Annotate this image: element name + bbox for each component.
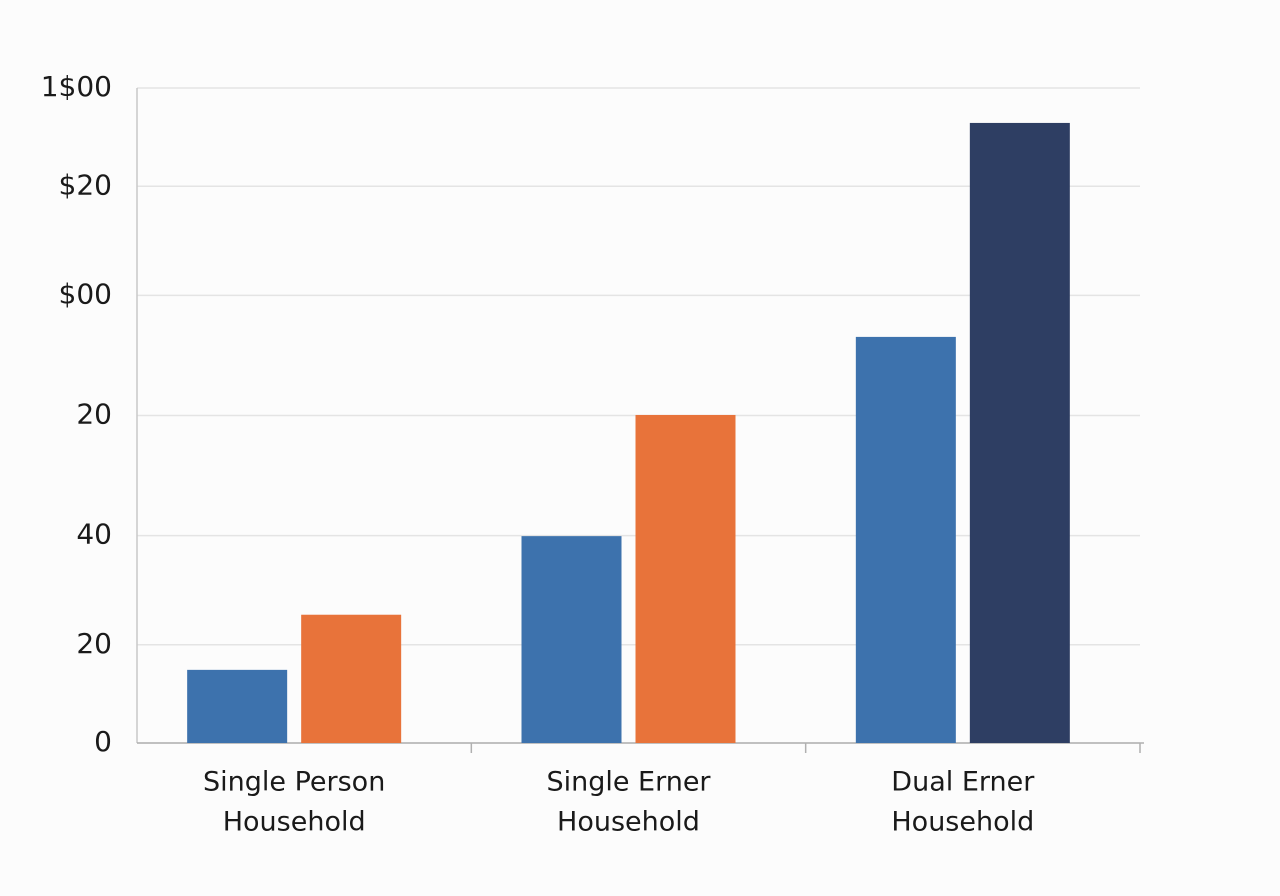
y-tick-label: 0 <box>94 725 112 758</box>
y-tick-label: 40 <box>76 518 112 551</box>
x-tick-label: Dual Erner <box>891 767 1035 798</box>
bar <box>521 536 622 743</box>
bar <box>301 614 402 743</box>
y-tick-label: $00 <box>59 277 112 310</box>
x-tick-label: Single Erner <box>546 767 711 798</box>
y-tick-label: 20 <box>76 398 112 431</box>
bar <box>635 414 736 743</box>
y-tick-label: 1$00 <box>41 70 112 103</box>
x-tick-label: Household <box>223 807 366 838</box>
bar <box>855 336 956 743</box>
y-tick-label: 20 <box>76 627 112 660</box>
x-tick-label: Household <box>557 807 700 838</box>
x-tick-label: Single Person <box>203 767 385 798</box>
bar <box>187 669 288 743</box>
x-tick-label: Household <box>891 807 1034 838</box>
bar <box>969 122 1070 743</box>
y-tick-label: $20 <box>59 168 112 201</box>
